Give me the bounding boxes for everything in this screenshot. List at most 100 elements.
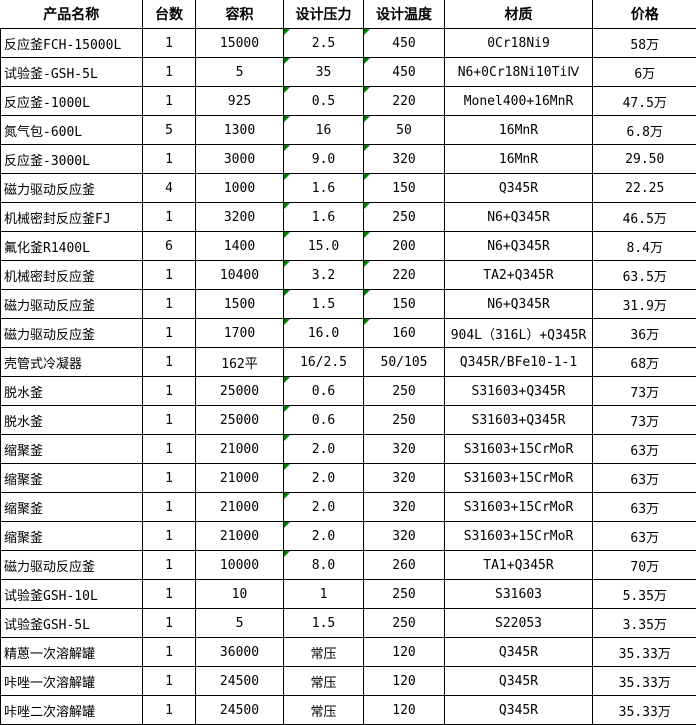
cell-temp[interactable]: 150 (363, 173, 445, 203)
cell-qty[interactable]: 1 (142, 57, 196, 87)
column-header-volume[interactable]: 容积 (195, 0, 284, 29)
cell-volume[interactable]: 15000 (195, 28, 284, 58)
cell-price[interactable]: 3.35万 (592, 608, 696, 638)
cell-name[interactable]: 试验釜-GSH-5L (0, 57, 143, 87)
cell-material[interactable]: S31603+15CrMoR (444, 492, 593, 522)
cell-temp[interactable]: 120 (363, 666, 445, 696)
column-header-pressure[interactable]: 设计压力 (283, 0, 364, 29)
cell-name[interactable]: 脱水釜 (0, 405, 143, 435)
cell-temp[interactable]: 150 (363, 289, 445, 319)
cell-price[interactable]: 36万 (592, 318, 696, 348)
cell-pressure[interactable]: 常压 (283, 695, 364, 725)
cell-volume[interactable]: 21000 (195, 521, 284, 551)
cell-temp[interactable]: 450 (363, 57, 445, 87)
cell-material[interactable]: S31603+15CrMoR (444, 463, 593, 493)
cell-material[interactable]: 904L（316L）+Q345R (444, 318, 593, 348)
cell-volume[interactable]: 21000 (195, 463, 284, 493)
cell-qty[interactable]: 1 (142, 434, 196, 464)
cell-qty[interactable]: 1 (142, 202, 196, 232)
cell-pressure[interactable]: 1.6 (283, 173, 364, 203)
cell-price[interactable]: 6万 (592, 57, 696, 87)
cell-material[interactable]: N6+Q345R (444, 289, 593, 319)
cell-volume[interactable]: 162平 (195, 347, 284, 377)
cell-price[interactable]: 73万 (592, 376, 696, 406)
cell-pressure[interactable]: 1.5 (283, 608, 364, 638)
cell-price[interactable]: 29.50 (592, 144, 696, 174)
cell-material[interactable]: Q345R (444, 637, 593, 667)
cell-temp[interactable]: 160 (363, 318, 445, 348)
cell-price[interactable]: 5.35万 (592, 579, 696, 609)
cell-volume[interactable]: 1500 (195, 289, 284, 319)
cell-name[interactable]: 磁力驱动反应釜 (0, 550, 143, 580)
cell-volume[interactable]: 5 (195, 608, 284, 638)
cell-qty[interactable]: 4 (142, 173, 196, 203)
cell-name[interactable]: 脱水釜 (0, 376, 143, 406)
cell-pressure[interactable]: 16.0 (283, 318, 364, 348)
cell-price[interactable]: 63万 (592, 521, 696, 551)
cell-material[interactable]: 0Cr18Ni9 (444, 28, 593, 58)
cell-temp[interactable]: 50 (363, 115, 445, 145)
cell-temp[interactable]: 120 (363, 637, 445, 667)
cell-name[interactable]: 反应釜-3000L (0, 144, 143, 174)
cell-volume[interactable]: 1700 (195, 318, 284, 348)
cell-price[interactable]: 58万 (592, 28, 696, 58)
cell-price[interactable]: 68万 (592, 347, 696, 377)
cell-material[interactable]: S31603+15CrMoR (444, 434, 593, 464)
cell-name[interactable]: 机械密封反应釜FJ (0, 202, 143, 232)
cell-name[interactable]: 咔唑一次溶解罐 (0, 666, 143, 696)
cell-qty[interactable]: 1 (142, 666, 196, 696)
cell-pressure[interactable]: 2.0 (283, 521, 364, 551)
cell-price[interactable]: 73万 (592, 405, 696, 435)
cell-qty[interactable]: 1 (142, 376, 196, 406)
cell-temp[interactable]: 320 (363, 463, 445, 493)
cell-pressure[interactable]: 0.6 (283, 405, 364, 435)
cell-volume[interactable]: 3000 (195, 144, 284, 174)
cell-name[interactable]: 壳管式冷凝器 (0, 347, 143, 377)
cell-price[interactable]: 70万 (592, 550, 696, 580)
cell-name[interactable]: 缩聚釜 (0, 492, 143, 522)
cell-material[interactable]: Q345R (444, 173, 593, 203)
column-header-temp[interactable]: 设计温度 (363, 0, 445, 29)
cell-name[interactable]: 机械密封反应釜 (0, 260, 143, 290)
cell-material[interactable]: Monel400+16MnR (444, 86, 593, 116)
cell-temp[interactable]: 320 (363, 521, 445, 551)
cell-name[interactable]: 磁力驱动反应釜 (0, 289, 143, 319)
cell-temp[interactable]: 250 (363, 202, 445, 232)
cell-price[interactable]: 63万 (592, 463, 696, 493)
cell-temp[interactable]: 320 (363, 492, 445, 522)
cell-name[interactable]: 缩聚釜 (0, 521, 143, 551)
cell-material[interactable]: 16MnR (444, 115, 593, 145)
cell-temp[interactable]: 450 (363, 28, 445, 58)
cell-price[interactable]: 22.25 (592, 173, 696, 203)
cell-pressure[interactable]: 35 (283, 57, 364, 87)
cell-pressure[interactable]: 常压 (283, 666, 364, 696)
cell-material[interactable]: Q345R (444, 695, 593, 725)
cell-price[interactable]: 6.8万 (592, 115, 696, 145)
cell-volume[interactable]: 25000 (195, 376, 284, 406)
cell-qty[interactable]: 6 (142, 231, 196, 261)
cell-qty[interactable]: 1 (142, 28, 196, 58)
cell-name[interactable]: 磁力驱动反应釜 (0, 173, 143, 203)
cell-temp[interactable]: 250 (363, 608, 445, 638)
cell-name[interactable]: 咔唑二次溶解罐 (0, 695, 143, 725)
cell-material[interactable]: N6+0Cr18Ni10TiⅣ (444, 57, 593, 87)
cell-pressure[interactable]: 1.5 (283, 289, 364, 319)
cell-qty[interactable]: 1 (142, 86, 196, 116)
cell-name[interactable]: 缩聚釜 (0, 463, 143, 493)
cell-price[interactable]: 63万 (592, 492, 696, 522)
cell-pressure[interactable]: 常压 (283, 637, 364, 667)
cell-name[interactable]: 氟化釜R1400L (0, 231, 143, 261)
cell-material[interactable]: N6+Q345R (444, 231, 593, 261)
cell-material[interactable]: 16MnR (444, 144, 593, 174)
column-header-price[interactable]: 价格 (592, 0, 696, 29)
cell-qty[interactable]: 1 (142, 695, 196, 725)
cell-name[interactable]: 精蒽一次溶解罐 (0, 637, 143, 667)
cell-volume[interactable]: 1400 (195, 231, 284, 261)
cell-volume[interactable]: 21000 (195, 492, 284, 522)
cell-name[interactable]: 试验釜GSH-5L (0, 608, 143, 638)
cell-pressure[interactable]: 0.6 (283, 376, 364, 406)
cell-qty[interactable]: 1 (142, 608, 196, 638)
cell-temp[interactable]: 260 (363, 550, 445, 580)
cell-pressure[interactable]: 2.5 (283, 28, 364, 58)
cell-volume[interactable]: 25000 (195, 405, 284, 435)
